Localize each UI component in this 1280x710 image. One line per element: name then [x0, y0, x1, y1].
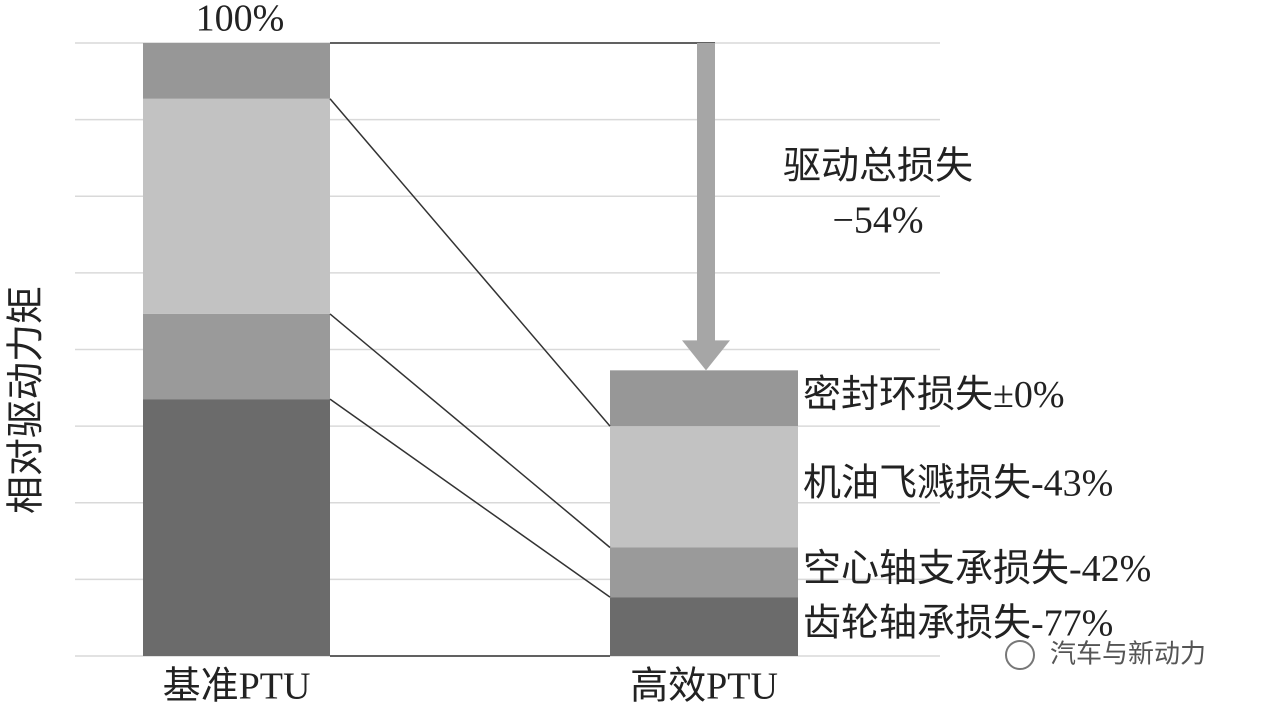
bar-segment — [143, 313, 330, 400]
bar-segment — [610, 370, 798, 427]
connector — [329, 98, 611, 427]
watermark-icon — [1005, 640, 1035, 670]
y-axis-label: 相对驱动力矩 — [6, 286, 48, 514]
x-tick-label: 高效PTU — [630, 666, 778, 708]
connector — [329, 313, 611, 549]
annotation: 驱动总损失 — [783, 146, 973, 188]
bar-segment — [610, 547, 798, 598]
bar-segment — [143, 399, 330, 656]
bar-segment — [610, 597, 798, 656]
arrow-head — [682, 340, 730, 371]
bar-segment — [610, 426, 798, 548]
total-label: 100% — [196, 0, 285, 40]
bar-segment — [143, 43, 330, 99]
segment-label: 机油飞溅损失-43% — [803, 463, 1113, 505]
arrow-shaft — [697, 43, 715, 343]
annotation: −54% — [832, 200, 923, 242]
connector — [329, 398, 611, 598]
segment-label: 密封环损失±0% — [803, 374, 1065, 416]
x-tick-label: 基准PTU — [163, 666, 311, 708]
bar-segment — [143, 98, 330, 314]
segment-label: 空心轴支承损失-42% — [803, 548, 1151, 590]
watermark: 汽车与新动力 — [1050, 640, 1206, 670]
segment-label: 齿轮轴承损失-77% — [803, 602, 1113, 644]
